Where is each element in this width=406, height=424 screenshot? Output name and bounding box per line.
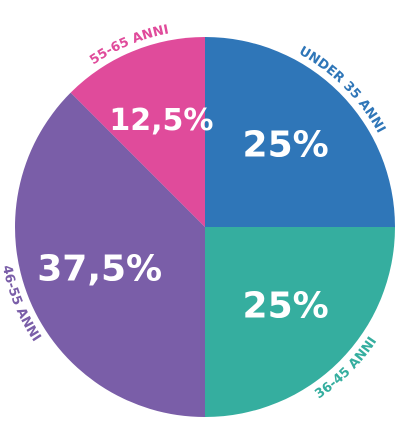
pie-slice xyxy=(205,37,395,227)
value-label: 12,5% xyxy=(109,103,213,138)
pie-slice xyxy=(205,227,395,417)
value-label: 25% xyxy=(243,286,329,327)
value-label: 25% xyxy=(243,124,329,165)
pie-slice xyxy=(14,92,205,417)
pie-slice xyxy=(70,37,205,227)
value-label: 37,5% xyxy=(37,249,162,290)
